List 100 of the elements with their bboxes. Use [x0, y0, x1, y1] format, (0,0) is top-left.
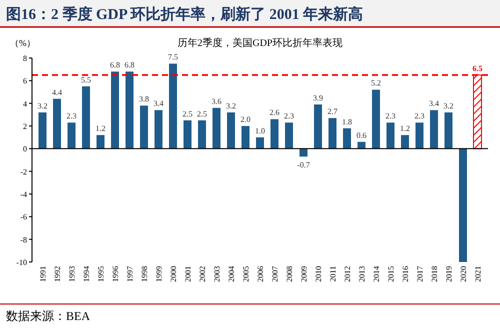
x-tick-label: 2003 [212, 266, 222, 282]
data-label: 2.3 [66, 112, 77, 121]
x-tick-label: 2017 [415, 266, 424, 282]
x-tick-label: 2013 [357, 266, 366, 282]
x-tick-label: 2020 [458, 266, 468, 282]
bar [96, 135, 104, 149]
data-label: 4.4 [52, 88, 62, 97]
x-tick-label: 2004 [227, 266, 236, 282]
x-tick-label: 2012 [342, 266, 352, 282]
data-label: 2.7 [327, 107, 338, 116]
bar [285, 122, 293, 149]
x-tick-label: 1994 [82, 266, 92, 282]
bar [227, 112, 235, 149]
data-label: 2.0 [240, 115, 250, 124]
x-tick-label: 1995 [96, 266, 106, 282]
x-tick-label: 2015 [386, 266, 396, 282]
chart-title: 图16：2 季度 GDP 环比折年率，刷新了 2001 年来新高 [6, 5, 364, 23]
bar [184, 120, 192, 149]
bar [300, 148, 308, 157]
x-tick-label: 2008 [285, 266, 294, 282]
x-tick-label: 2005 [242, 266, 250, 282]
bar [68, 122, 76, 149]
data-label: 1.8 [342, 117, 352, 126]
x-tick-label: 2010 [314, 266, 323, 282]
x-tick-label: 1991 [38, 266, 48, 282]
bar [140, 106, 148, 149]
bar [256, 137, 264, 149]
bar [386, 122, 394, 149]
bar [111, 72, 119, 149]
bar [38, 112, 46, 149]
bar [372, 90, 380, 149]
data-label: 1.2 [96, 124, 106, 134]
x-tick-label: 2014 [372, 266, 381, 282]
x-tick-label: 1993 [68, 266, 77, 282]
bar [328, 118, 336, 149]
source-note: 数据来源：BEA [6, 309, 90, 323]
y-tick-label: -4 [20, 190, 27, 199]
y-tick-label: 4 [23, 99, 27, 108]
bar [444, 112, 452, 149]
data-label: 2.5 [182, 109, 193, 118]
data-label: 6.8 [110, 60, 120, 70]
data-label: 5.5 [81, 75, 92, 84]
x-tick-label: 2011 [328, 266, 338, 282]
bar [416, 122, 424, 149]
bar [82, 86, 90, 149]
y-tick-label: -6 [20, 212, 27, 222]
data-label: 2.3 [414, 112, 424, 121]
bar [212, 108, 220, 149]
data-label: 1.0 [255, 126, 265, 136]
bar [169, 64, 177, 149]
y-tick-label: 2 [23, 122, 27, 131]
x-tick-label: 1997 [126, 266, 135, 282]
bar [242, 126, 250, 149]
bar [430, 110, 438, 149]
x-tick-label: 1999 [154, 266, 164, 282]
data-label: 3.4 [154, 99, 164, 108]
data-label: 6.5 [472, 64, 482, 73]
y-axis-title: （%） [10, 38, 36, 48]
data-label: 2.3 [284, 112, 294, 121]
data-label: 2.6 [270, 108, 280, 118]
x-tick-label: 1998 [140, 266, 150, 282]
data-label: 3.6 [212, 96, 222, 106]
data-label: 7.5 [168, 52, 178, 62]
x-tick-label: 2019 [444, 266, 454, 282]
x-tick-label: 1996 [111, 266, 120, 282]
y-tick-label: -2 [20, 167, 27, 176]
x-tick-label: 2009 [300, 266, 308, 282]
x-tick-label: 2001 [184, 266, 193, 282]
bar [53, 98, 61, 149]
data-label: -0.7 [297, 160, 310, 170]
y-tick-label: -10 [16, 258, 27, 267]
bar [314, 104, 322, 149]
data-label: 3.9 [312, 93, 323, 102]
chart-subtitle: 历年2季度，美国GDP环比折年率表现 [177, 37, 343, 49]
data-label: 6.8 [124, 60, 135, 70]
y-tick-label: 8 [23, 54, 27, 63]
bar [270, 119, 278, 149]
x-tick-label: 2007 [270, 266, 280, 282]
bar [401, 135, 409, 149]
x-tick-label: 1992 [53, 266, 62, 282]
data-label: 3.8 [139, 94, 150, 104]
data-label: 5.2 [370, 78, 381, 88]
bar [154, 110, 162, 149]
data-label: 1.2 [400, 124, 410, 134]
bar [198, 120, 206, 149]
y-tick-label: 0 [23, 144, 27, 154]
data-label: 2.3 [385, 112, 396, 121]
y-tick-label: -8 [20, 235, 27, 244]
data-label: 3.2 [38, 101, 48, 110]
x-tick-label: 2018 [430, 266, 439, 282]
x-tick-label: 2021 [473, 266, 482, 282]
data-label: 2.5 [197, 109, 208, 118]
bar [459, 148, 467, 262]
x-tick-label: 2006 [256, 266, 265, 282]
x-tick-label: 2000 [169, 266, 178, 282]
bar [126, 72, 134, 149]
bar [343, 128, 351, 149]
x-tick-label: 2002 [198, 266, 208, 282]
data-label: 3.2 [226, 101, 236, 110]
data-label: 3.4 [428, 99, 439, 108]
